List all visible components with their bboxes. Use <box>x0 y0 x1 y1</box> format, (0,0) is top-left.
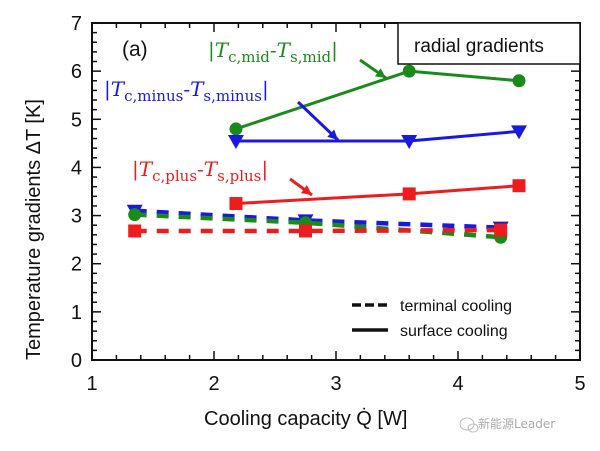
panel-label: (a) <box>122 38 148 61</box>
y-tick-label: 3 <box>71 206 82 228</box>
data-point <box>402 187 416 201</box>
data-point <box>512 179 526 193</box>
series-plus-dashed <box>128 223 508 238</box>
annotation-plus: |Tc,plus-Ts,plus| <box>132 157 268 185</box>
arrowhead-mid <box>374 68 386 78</box>
y-tick-label: 4 <box>71 157 82 179</box>
series-line <box>235 129 520 143</box>
arrowhead-plus <box>300 185 312 195</box>
y-tick-label: 7 <box>71 13 82 35</box>
annotation-mid: |Tc,mid-Ts,mid| <box>208 38 338 66</box>
series-mid-solid <box>229 64 526 136</box>
series-line <box>134 227 501 234</box>
text-layer: (a) radial gradients terminal cooling su… <box>23 22 581 433</box>
data-point <box>512 74 526 88</box>
y-tick-label: 6 <box>71 61 82 83</box>
data-point <box>401 134 418 149</box>
legend-entry-surface: surface cooling <box>400 323 508 340</box>
legend-entry-terminal: terminal cooling <box>400 298 512 315</box>
data-point <box>511 125 527 140</box>
arrowhead-minus <box>327 129 338 140</box>
series-minus-solid <box>227 125 527 149</box>
box-label-frame <box>397 22 581 65</box>
data-point <box>494 223 508 237</box>
data-point <box>229 197 243 211</box>
wechat-icon <box>459 417 479 433</box>
x-axis-label: Cooling capacity Q̇ [W] <box>204 408 407 430</box>
series-plus-solid <box>229 179 526 211</box>
y-tick-label: 5 <box>71 109 82 131</box>
x-tick-label: 3 <box>330 373 341 395</box>
series-layer <box>126 64 527 244</box>
series-line <box>235 69 520 131</box>
data-point <box>299 224 312 238</box>
y-tick-label: 1 <box>71 302 82 324</box>
data-point <box>229 122 243 136</box>
x-tick-label: 5 <box>574 373 585 395</box>
y-axis-label: Temperature gradients ΔT [K] <box>23 99 45 360</box>
data-point <box>128 224 142 238</box>
series-line <box>235 184 520 206</box>
data-point <box>402 64 416 78</box>
annotation-layer: |Tc,mid-Ts,mid| |Tc,minus-Ts,minus| |Tc,pl… <box>104 38 387 197</box>
y-tick-label: 0 <box>71 350 82 372</box>
data-point <box>128 208 142 222</box>
data-point <box>227 134 244 149</box>
annotation-minus: |Tc,minus-Ts,minus| <box>104 77 269 105</box>
watermark: 新能源Leader <box>478 416 555 431</box>
x-tick-label: 1 <box>86 373 97 395</box>
x-tick-label: 2 <box>208 373 219 395</box>
y-tick-label: 2 <box>71 254 82 276</box>
box-label: radial gradients <box>414 36 544 57</box>
x-tick-label: 4 <box>452 373 463 395</box>
